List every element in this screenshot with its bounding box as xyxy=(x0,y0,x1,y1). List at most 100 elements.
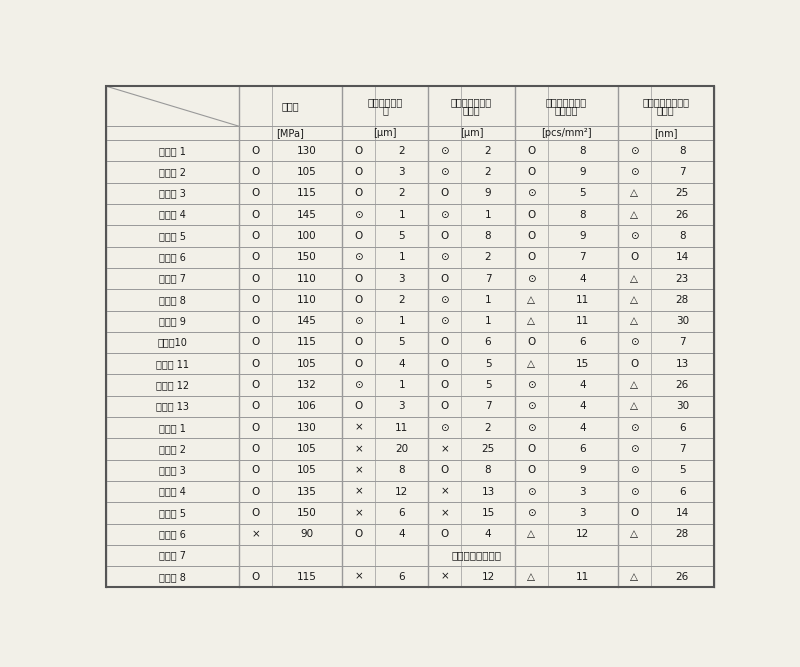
Text: 实施例 7: 实施例 7 xyxy=(159,273,186,283)
Text: ⊙: ⊙ xyxy=(527,188,535,198)
Text: O: O xyxy=(441,338,449,348)
Text: 115: 115 xyxy=(297,572,317,582)
Text: O: O xyxy=(441,380,449,390)
Text: 7: 7 xyxy=(679,167,686,177)
Text: 实施例10: 实施例10 xyxy=(158,338,187,348)
Text: O: O xyxy=(251,359,260,369)
Text: O: O xyxy=(441,188,449,198)
Text: O: O xyxy=(251,423,260,433)
Text: 2: 2 xyxy=(398,295,405,305)
Text: ×: × xyxy=(441,444,450,454)
Text: ×: × xyxy=(354,572,363,582)
Text: O: O xyxy=(441,529,449,539)
Text: △: △ xyxy=(630,572,638,582)
Text: O: O xyxy=(527,444,535,454)
Text: O: O xyxy=(251,252,260,262)
Text: ⊙: ⊙ xyxy=(354,380,363,390)
Text: 比较例 4: 比较例 4 xyxy=(159,487,186,497)
Text: 平坦度的变化: 平坦度的变化 xyxy=(367,97,402,107)
Text: ×: × xyxy=(354,444,363,454)
Text: 3: 3 xyxy=(398,167,405,177)
Text: △: △ xyxy=(630,209,638,219)
Text: 1: 1 xyxy=(398,316,405,326)
Text: 量: 量 xyxy=(382,105,388,115)
Text: 13: 13 xyxy=(676,359,689,369)
Text: O: O xyxy=(251,231,260,241)
Text: 实施例 6: 实施例 6 xyxy=(159,252,186,262)
Text: 5: 5 xyxy=(679,466,686,476)
Text: 金属间化合物的: 金属间化合物的 xyxy=(546,97,586,107)
Text: O: O xyxy=(354,402,362,412)
Text: 28: 28 xyxy=(676,529,689,539)
Text: O: O xyxy=(354,188,362,198)
Text: 2: 2 xyxy=(485,167,491,177)
Text: 145: 145 xyxy=(297,209,317,219)
Text: 2: 2 xyxy=(485,252,491,262)
Text: 30: 30 xyxy=(676,316,689,326)
Text: 105: 105 xyxy=(297,359,317,369)
Text: 5: 5 xyxy=(398,231,405,241)
Text: O: O xyxy=(354,338,362,348)
Text: 100: 100 xyxy=(298,231,317,241)
Text: ×: × xyxy=(441,572,450,582)
Text: O: O xyxy=(251,487,260,497)
Text: O: O xyxy=(354,295,362,305)
Text: 比较例 1: 比较例 1 xyxy=(159,423,186,433)
Text: 实施例 3: 实施例 3 xyxy=(159,188,186,198)
Text: 比较例 7: 比较例 7 xyxy=(159,550,186,560)
Text: 14: 14 xyxy=(676,508,689,518)
Text: O: O xyxy=(251,466,260,476)
Text: 比较例 3: 比较例 3 xyxy=(159,466,186,476)
Text: 1: 1 xyxy=(398,209,405,219)
Text: 6: 6 xyxy=(579,444,586,454)
Text: 比较例 5: 比较例 5 xyxy=(159,508,186,518)
Text: 实施例 9: 实施例 9 xyxy=(159,316,186,326)
Text: 2: 2 xyxy=(398,188,405,198)
Text: 145: 145 xyxy=(297,316,317,326)
Text: O: O xyxy=(354,146,362,156)
Text: 粗糙度: 粗糙度 xyxy=(657,105,674,115)
Text: 7: 7 xyxy=(485,273,491,283)
Text: 15: 15 xyxy=(482,508,494,518)
Text: 3: 3 xyxy=(398,273,405,283)
Text: 6: 6 xyxy=(398,572,405,582)
Text: 6: 6 xyxy=(679,423,686,433)
Text: O: O xyxy=(251,167,260,177)
Text: O: O xyxy=(251,444,260,454)
Text: 实施例 2: 实施例 2 xyxy=(159,167,186,177)
Text: O: O xyxy=(251,295,260,305)
Text: 30: 30 xyxy=(676,402,689,412)
Text: O: O xyxy=(630,508,638,518)
Text: ⊙: ⊙ xyxy=(441,423,450,433)
Text: 1: 1 xyxy=(485,209,491,219)
Text: 3: 3 xyxy=(398,402,405,412)
Text: 实施例 1: 实施例 1 xyxy=(159,146,186,156)
Text: O: O xyxy=(251,273,260,283)
Text: [MPa]: [MPa] xyxy=(277,128,305,138)
Text: ⊙: ⊙ xyxy=(630,146,638,156)
Text: 8: 8 xyxy=(679,231,686,241)
Text: 5: 5 xyxy=(398,338,405,348)
Text: O: O xyxy=(527,146,535,156)
Text: ⊙: ⊙ xyxy=(630,487,638,497)
Text: O: O xyxy=(630,252,638,262)
Text: ⊙: ⊙ xyxy=(441,209,450,219)
Text: 8: 8 xyxy=(679,146,686,156)
Text: 4: 4 xyxy=(398,359,405,369)
Text: 热处理数使能评价: 热处理数使能评价 xyxy=(451,550,502,560)
Text: △: △ xyxy=(527,295,535,305)
Text: O: O xyxy=(251,572,260,582)
Text: O: O xyxy=(251,146,260,156)
Text: 25: 25 xyxy=(482,444,494,454)
Text: △: △ xyxy=(527,359,535,369)
Text: 平均晶粒直径的: 平均晶粒直径的 xyxy=(451,97,492,107)
Text: O: O xyxy=(354,231,362,241)
Text: 14: 14 xyxy=(676,252,689,262)
Text: ⊙: ⊙ xyxy=(630,423,638,433)
Text: 实施例 12: 实施例 12 xyxy=(156,380,189,390)
Text: O: O xyxy=(251,209,260,219)
Text: 4: 4 xyxy=(579,273,586,283)
Text: O: O xyxy=(441,466,449,476)
Text: 比较例 6: 比较例 6 xyxy=(159,529,186,539)
Text: ×: × xyxy=(441,508,450,518)
